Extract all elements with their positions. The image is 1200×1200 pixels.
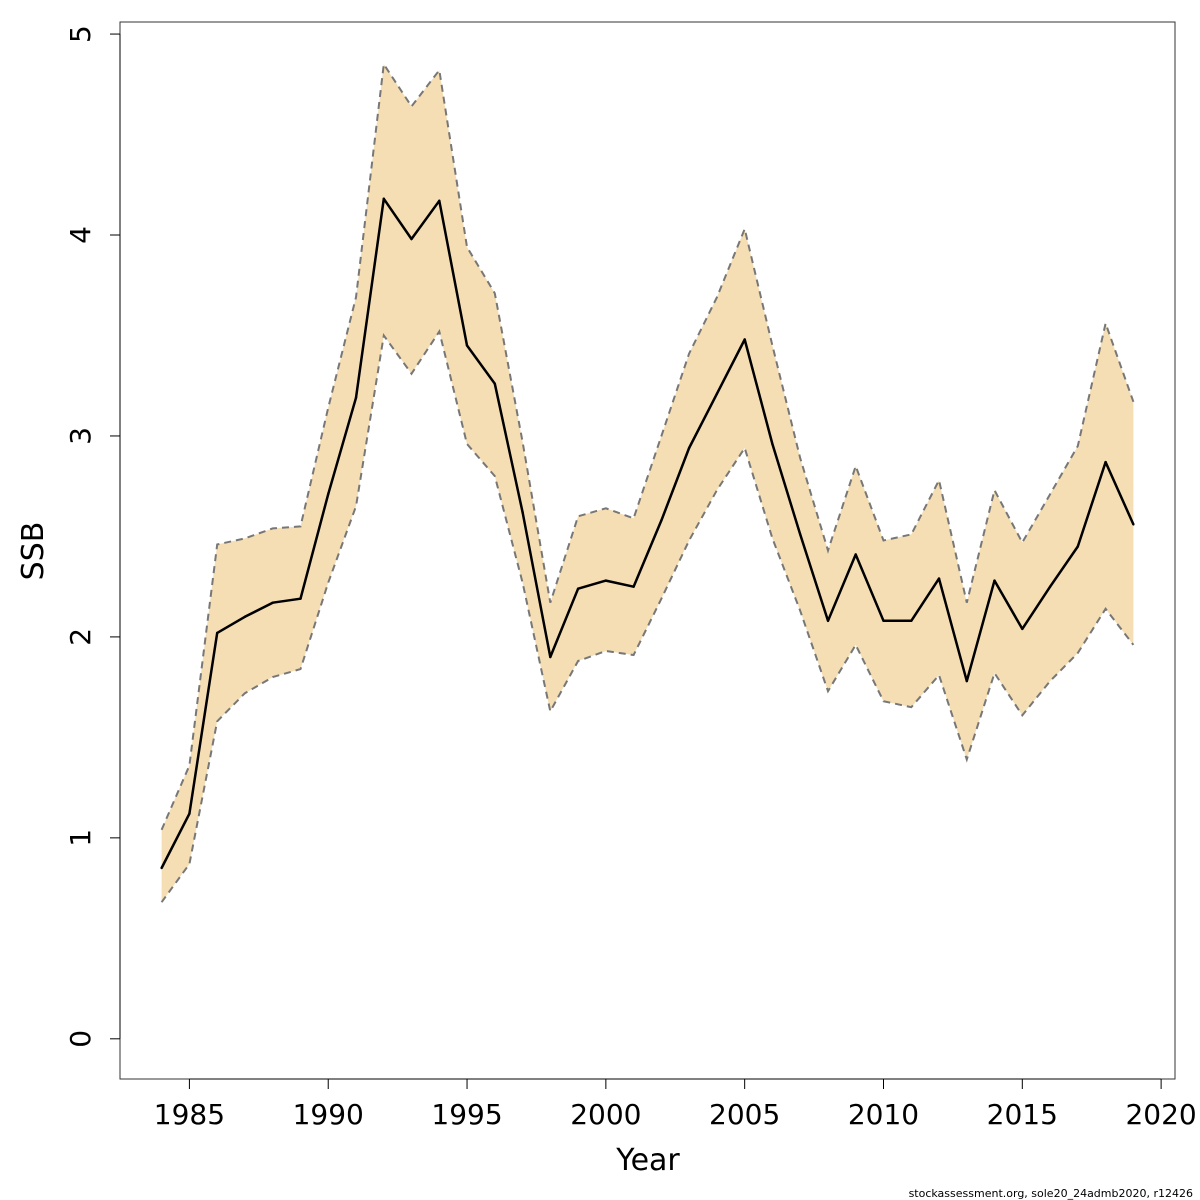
x-tick-label: 2000: [570, 1098, 641, 1131]
y-axis-title: SSB: [16, 522, 51, 581]
ssb-point: [882, 619, 885, 622]
confidence-band: [161, 64, 1134, 903]
ssb-point: [243, 615, 247, 618]
ssb-point: [354, 396, 358, 399]
y-tick-label: 3: [64, 427, 97, 445]
ssb-point: [521, 511, 524, 514]
y-tick-label: 1: [64, 829, 97, 847]
ssb-point: [1132, 523, 1135, 526]
ssb-point: [216, 631, 219, 635]
ssb-point: [965, 679, 968, 683]
ssb-point: [160, 866, 163, 870]
ssb-point: [743, 338, 746, 341]
ssb-point: [410, 237, 413, 241]
ssb-point: [910, 619, 913, 622]
ssb-point: [826, 619, 830, 622]
ssb-point: [604, 579, 608, 582]
footer-credit: stockassessment.org, sole20_24admb2020, …: [909, 1187, 1193, 1200]
lower-bound-line: [160, 329, 1135, 903]
ssb-point: [299, 597, 302, 600]
ssb-point: [1076, 545, 1080, 548]
y-tick-label: 4: [64, 226, 97, 244]
ssb-point: [715, 392, 719, 395]
ssb-point: [632, 585, 635, 588]
ssb-point: [327, 493, 330, 496]
ssb-estimate-line: [160, 197, 1135, 869]
ssb-point: [465, 344, 469, 347]
y-tick-label: 0: [64, 1030, 97, 1048]
ssb-point: [1104, 460, 1107, 464]
x-axis: 1985 1990 1995 2000 2005 2010 2015 2020: [154, 1078, 1197, 1131]
x-tick-label: 2010: [848, 1098, 919, 1131]
ssb-point: [993, 579, 996, 582]
y-tick-label: 5: [64, 25, 97, 43]
x-tick-label: 1990: [293, 1098, 364, 1131]
x-tick-label: 1995: [431, 1098, 502, 1131]
ssb-point: [799, 533, 802, 536]
ssb-point: [1021, 627, 1024, 631]
ssb-point: [937, 577, 941, 580]
x-tick-label: 1985: [154, 1098, 225, 1131]
ssb-point: [687, 446, 691, 450]
ssb-point: [382, 197, 385, 200]
x-tick-label: 2020: [1125, 1098, 1196, 1131]
y-tick-label: 2: [64, 628, 97, 646]
ssb-point: [493, 382, 496, 385]
x-tick-label: 2005: [709, 1098, 780, 1131]
ssb-point: [660, 519, 663, 522]
plot-area: [160, 61, 1135, 903]
ssb-point: [188, 812, 191, 815]
ssb-point: [771, 442, 774, 446]
x-tick-label: 2015: [987, 1098, 1058, 1131]
ssb-point: [438, 199, 441, 202]
ssb-point: [854, 553, 857, 556]
upper-bound-line: [160, 61, 1135, 831]
ssb-point: [1048, 585, 1052, 588]
ssb-point: [576, 587, 580, 590]
y-axis: 0 1 2 3 4 5: [64, 25, 121, 1048]
ssb-point: [271, 601, 274, 604]
x-axis-title: Year: [615, 1143, 680, 1178]
ssb-point: [549, 655, 552, 659]
